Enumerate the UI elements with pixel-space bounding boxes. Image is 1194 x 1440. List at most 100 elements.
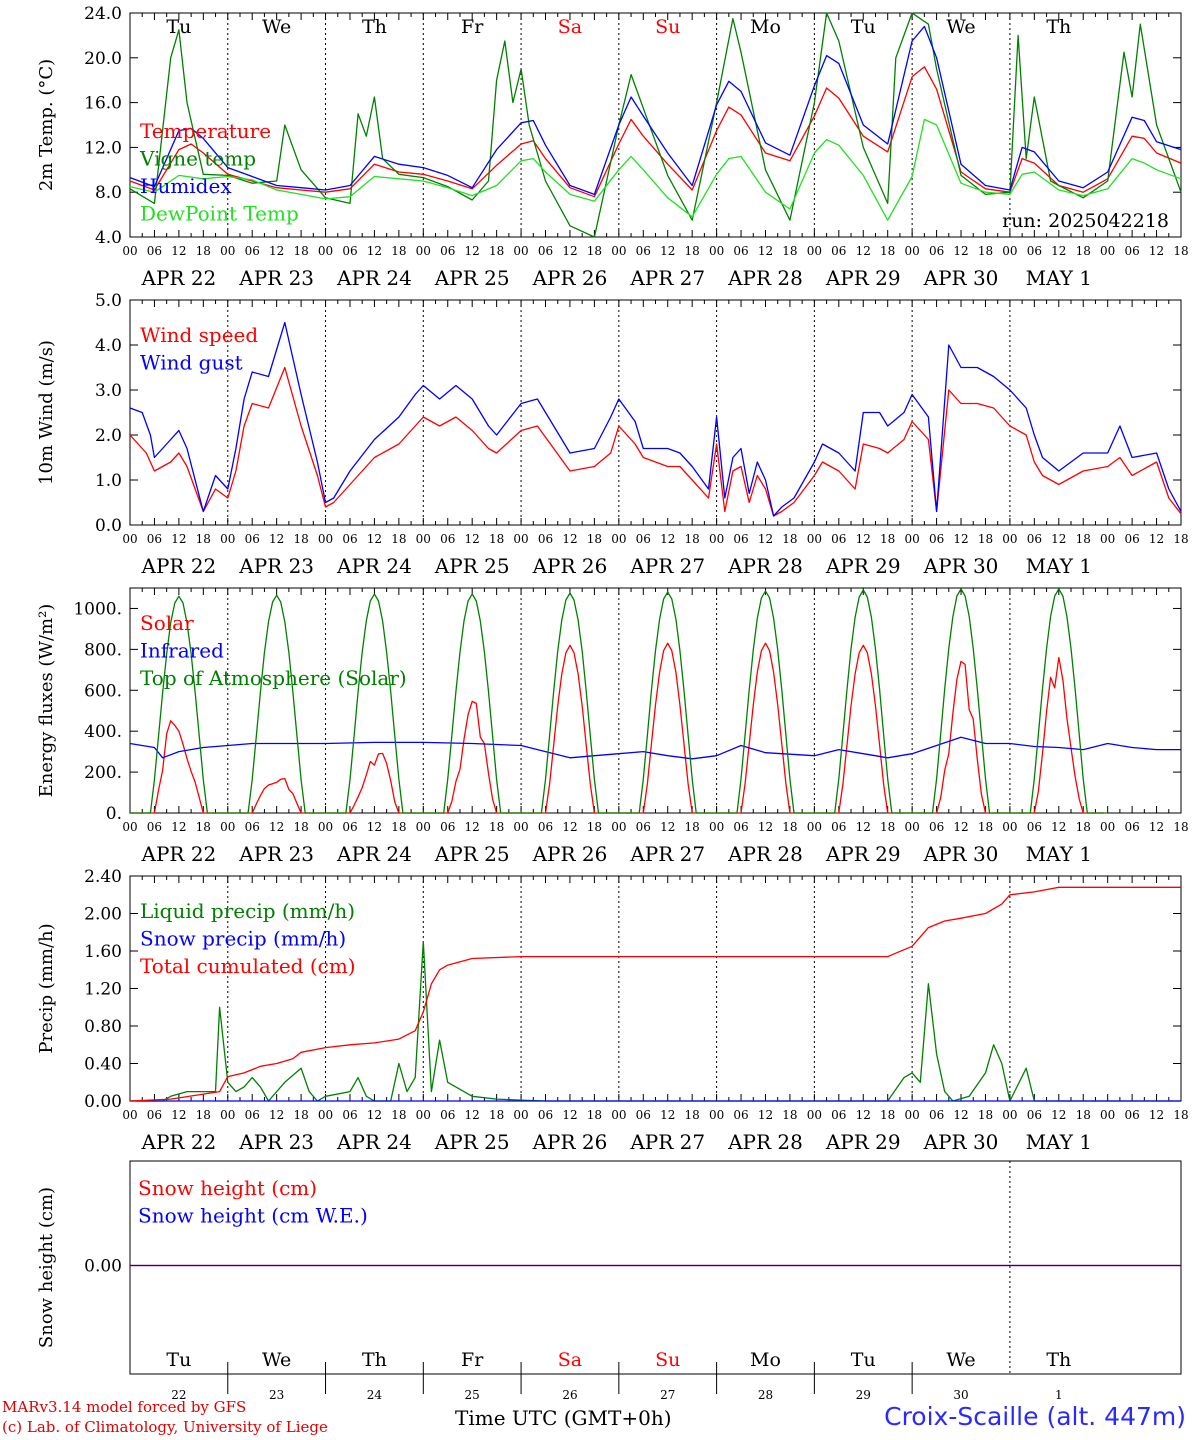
date-label: APR 28 [727, 1130, 803, 1154]
legend-entry: Total cumulated (cm) [140, 954, 356, 978]
day-number: 28 [758, 1388, 773, 1402]
hour-label: 18 [196, 820, 211, 834]
date-label: APR 28 [727, 554, 803, 578]
hour-label: 18 [587, 1108, 602, 1122]
panel-1 [129, 12, 1182, 238]
y-tick-label: 20.0 [84, 49, 122, 69]
hour-label: 12 [758, 1108, 773, 1122]
hour-label: 18 [391, 1108, 406, 1122]
y-tick-label: 0.0 [95, 516, 122, 536]
date-label: APR 22 [141, 842, 217, 866]
hour-label: 06 [440, 820, 455, 834]
hour-label: 06 [929, 820, 944, 834]
y-axis-label: 2m Temp. (°C) [36, 59, 57, 191]
y-tick-label: 2.0 [95, 426, 122, 446]
hour-label: 18 [489, 244, 504, 258]
y-axis-label: 10m Wind (m/s) [36, 340, 57, 485]
weekday-label: Su [655, 1349, 680, 1371]
hour-label: 12 [367, 820, 382, 834]
date-label: APR 27 [629, 1130, 705, 1154]
hour-label: 18 [489, 1108, 504, 1122]
hour-label: 12 [660, 244, 675, 258]
hour-label: 06 [538, 820, 553, 834]
hour-label: 00 [1100, 244, 1115, 258]
hour-label: 18 [196, 244, 211, 258]
hour-label: 12 [758, 244, 773, 258]
date-label: APR 25 [434, 842, 510, 866]
date-label: APR 23 [238, 554, 314, 578]
hour-label: 00 [416, 1108, 431, 1122]
date-label: APR 27 [629, 842, 705, 866]
hour-label: 12 [269, 244, 284, 258]
hour-label: 12 [660, 532, 675, 546]
y-tick-label: 0.00 [84, 1257, 122, 1277]
date-label: APR 25 [434, 1130, 510, 1154]
hour-label: 12 [465, 532, 480, 546]
hour-label: 06 [147, 820, 162, 834]
date-label: APR 29 [825, 266, 901, 290]
hour-label: 00 [1002, 820, 1017, 834]
hour-label: 18 [1076, 532, 1091, 546]
hour-label: 06 [831, 532, 846, 546]
hour-label: 12 [465, 820, 480, 834]
panel-5 [129, 1160, 1182, 1394]
y-tick-label: 0.00 [84, 1092, 122, 1112]
hour-label: 18 [391, 244, 406, 258]
date-label: APR 22 [141, 1130, 217, 1154]
hour-label: 06 [147, 1108, 162, 1122]
date-label: APR 23 [238, 842, 314, 866]
hour-label: 06 [342, 244, 357, 258]
hour-label: 18 [293, 532, 308, 546]
weekday-label: We [946, 1349, 975, 1371]
legend-entry: Infrared [140, 639, 224, 663]
hour-label: 18 [978, 532, 993, 546]
hour-label: 00 [807, 1108, 822, 1122]
series-line-dewpoint-temp [129, 118, 1182, 221]
weekday-label: We [262, 1349, 291, 1371]
hour-label: 00 [807, 532, 822, 546]
hour-label: 18 [293, 1108, 308, 1122]
date-label: APR 28 [727, 842, 803, 866]
hour-label: 06 [733, 1108, 748, 1122]
y-axis-label: Precip (mm/h) [36, 923, 57, 1053]
hour-label: 18 [1173, 532, 1188, 546]
hour-label: 12 [171, 820, 186, 834]
hour-label: 18 [293, 820, 308, 834]
legend-entry: Snow precip (mm/h) [140, 927, 346, 951]
weekday-label: Tu [851, 16, 876, 38]
date-label: APR 26 [532, 842, 608, 866]
hour-label: 00 [513, 244, 528, 258]
date-label: APR 23 [238, 266, 314, 290]
hour-label: 00 [122, 244, 137, 258]
date-label: APR 28 [727, 266, 803, 290]
hour-label: 12 [171, 244, 186, 258]
y-tick-label: 4.0 [95, 336, 122, 356]
y-tick-label: 3.0 [95, 381, 122, 401]
hour-label: 06 [147, 244, 162, 258]
hour-label: 18 [782, 820, 797, 834]
hour-label: 00 [318, 820, 333, 834]
hour-label: 18 [1076, 1108, 1091, 1122]
hour-label: 06 [1124, 244, 1139, 258]
hour-label: 00 [122, 1108, 137, 1122]
hour-label: 00 [611, 532, 626, 546]
hour-label: 12 [562, 532, 577, 546]
date-label: APR 30 [923, 266, 999, 290]
hour-label: 12 [269, 1108, 284, 1122]
y-tick-label: 200. [84, 763, 122, 783]
y-tick-label: 0. [106, 804, 122, 824]
hour-label: 00 [611, 244, 626, 258]
series-line-wind-gust [129, 321, 1182, 517]
date-label: APR 26 [532, 1130, 608, 1154]
hour-label: 12 [171, 1108, 186, 1122]
day-number: 26 [562, 1388, 577, 1402]
hour-label: 00 [904, 1108, 919, 1122]
hour-label: 18 [489, 532, 504, 546]
hour-label: 00 [807, 820, 822, 834]
hour-label: 12 [856, 244, 871, 258]
date-label: APR 29 [825, 1130, 901, 1154]
series-line-temperature [129, 66, 1182, 198]
hour-label: 06 [440, 1108, 455, 1122]
hour-label: 00 [904, 820, 919, 834]
hour-label: 00 [318, 244, 333, 258]
